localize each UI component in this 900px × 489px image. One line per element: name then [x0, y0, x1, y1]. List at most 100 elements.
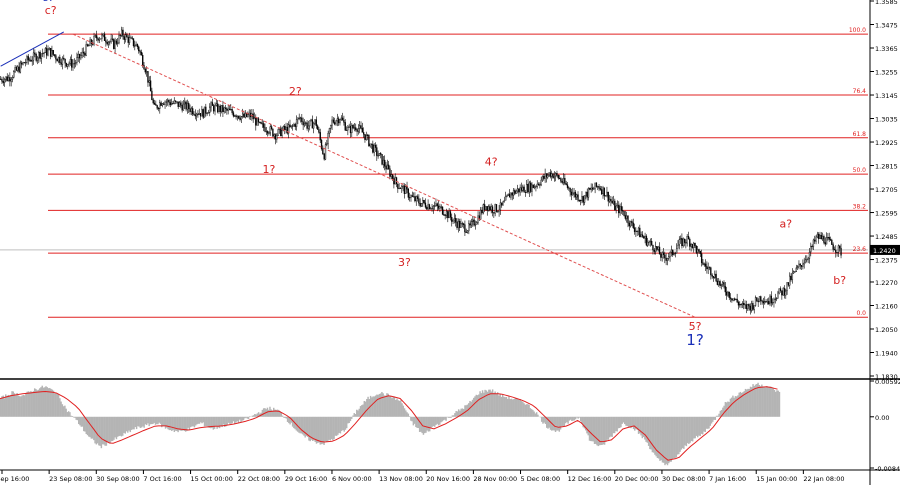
histogram-bar: [121, 417, 122, 437]
candle-body: [299, 118, 300, 119]
time-tick-label: 20 Nov 16:00: [426, 475, 470, 483]
candle-body: [241, 116, 242, 119]
candle-body: [197, 114, 198, 115]
histogram-bar: [1, 396, 2, 417]
histogram-bar: [88, 417, 89, 437]
candle-body: [429, 205, 430, 209]
candle-body: [371, 144, 372, 145]
candle-body: [578, 195, 579, 201]
histogram-bar: [720, 411, 721, 417]
candle-body: [234, 116, 235, 117]
candle-body: [268, 133, 269, 134]
candle-body: [446, 211, 447, 215]
histogram-bar: [313, 417, 314, 441]
histogram-bar: [26, 392, 27, 417]
candle-body: [362, 128, 363, 132]
histogram-bar: [77, 417, 78, 420]
candle-body: [396, 178, 397, 184]
candle-body: [263, 124, 264, 128]
candle-body: [538, 184, 539, 185]
histogram-bar: [113, 417, 114, 440]
candle-body: [45, 48, 46, 52]
histogram-bar: [147, 417, 148, 424]
candle-body: [650, 241, 651, 242]
histogram-bar: [335, 417, 336, 436]
candle-body: [320, 132, 321, 140]
histogram-bar: [201, 417, 202, 423]
candle-body: [589, 188, 590, 189]
histogram-bar: [394, 396, 395, 416]
histogram-bar: [365, 402, 366, 417]
histogram-bar: [379, 394, 380, 417]
candle-body: [107, 42, 108, 44]
histogram-bar: [503, 397, 504, 417]
candle-body: [606, 192, 607, 196]
histogram-bar: [273, 408, 274, 417]
histogram-bar: [493, 393, 494, 417]
histogram-bar: [621, 417, 622, 424]
candle-body: [496, 204, 497, 211]
histogram-bar: [284, 417, 285, 418]
candle-body: [141, 52, 142, 55]
histogram-bar: [253, 415, 254, 417]
candle-body: [15, 67, 16, 71]
candle-body: [91, 40, 92, 44]
histogram-bar: [63, 406, 64, 417]
candle-body: [116, 41, 117, 44]
histogram-bar: [50, 389, 51, 417]
candle-body: [29, 60, 30, 61]
candle-body: [366, 135, 367, 140]
time-tick-label: 29 Oct 16:00: [285, 475, 327, 483]
histogram-bar: [642, 417, 643, 438]
candle-body: [528, 184, 529, 192]
candle-body: [696, 246, 697, 253]
candle-body: [724, 282, 725, 286]
histogram-bar: [270, 409, 271, 416]
histogram-bar: [98, 417, 99, 446]
candle-body: [265, 127, 266, 131]
histogram-bar: [411, 417, 412, 422]
candle-body: [157, 105, 158, 108]
histogram-bar: [501, 397, 502, 417]
candle-body: [500, 203, 501, 210]
histogram-bar: [408, 414, 409, 417]
histogram-bar: [376, 395, 377, 417]
histogram-bar: [624, 417, 625, 424]
histogram-bar: [157, 417, 158, 424]
histogram-bar: [164, 417, 165, 426]
fib-level-label: 61.8: [853, 131, 867, 138]
histogram-bar: [522, 402, 523, 417]
candle-body: [8, 77, 9, 80]
histogram-bar: [70, 416, 71, 417]
histogram-bar: [516, 399, 517, 417]
candle-body: [727, 292, 728, 295]
candle-body: [712, 275, 713, 276]
candle-body: [463, 224, 464, 225]
candle-body: [678, 245, 679, 248]
candle-body: [541, 180, 542, 185]
candle-body: [40, 52, 41, 58]
histogram-bar: [616, 417, 617, 432]
candle-body: [351, 125, 352, 133]
histogram-bar: [713, 417, 714, 420]
candle-body: [384, 160, 385, 166]
histogram-bar: [699, 417, 700, 436]
histogram-bar: [738, 393, 739, 417]
histogram-bar: [141, 417, 142, 428]
histogram-bar: [132, 417, 133, 430]
histogram-bar: [410, 417, 411, 421]
histogram-bar: [756, 384, 757, 417]
histogram-bar: [717, 416, 718, 417]
candle-body: [266, 131, 267, 132]
histogram-bar: [364, 401, 365, 417]
histogram-bar: [35, 389, 36, 417]
candle-body: [695, 243, 696, 246]
current-price-label: 1.2420: [873, 247, 896, 255]
candle-body: [12, 77, 13, 79]
histogram-bar: [708, 417, 709, 429]
histogram-bar: [216, 417, 217, 429]
candle-body: [820, 235, 821, 238]
candle-body: [680, 238, 681, 239]
candle-body: [292, 126, 293, 127]
histogram-bar: [570, 417, 571, 420]
